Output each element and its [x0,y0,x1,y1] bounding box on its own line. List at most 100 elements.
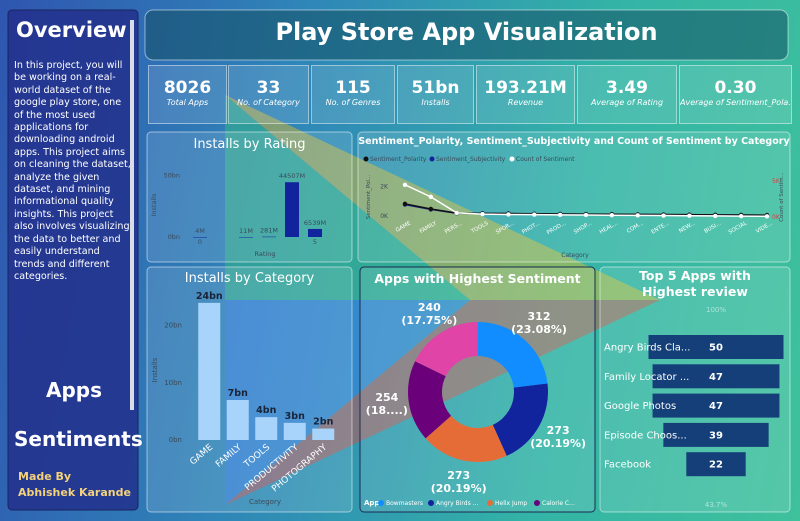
category-label: Family Locator ... [604,372,689,383]
kpi-label: Revenue [507,98,544,107]
point [635,213,640,218]
legend-label: Calorie C... [542,500,575,507]
y-tick-label: 20bn [164,322,182,330]
kpi-value: 33 [256,78,281,98]
legend-swatch [428,500,434,506]
legend-swatch [429,156,435,162]
y-tick-label: 0bn [169,436,182,444]
credit-label: Made By [18,470,72,483]
funnel-bar [648,335,784,359]
data-label: 11M [239,227,253,235]
legend-label: Sentiment_Subjectivity [436,156,506,163]
funnel-bar [652,364,780,389]
chart-title: Installs by Rating [193,137,306,152]
legend-title: App [364,499,379,507]
kpi-value: 8026 [163,78,212,98]
data-label: 240 (17.75%) [401,300,458,327]
funnel-bar [652,393,780,418]
x-tick-label: 5 [313,238,317,246]
panel [599,266,791,513]
kpi-value: 115 [335,78,371,98]
chart-title: Top 5 Apps with Highest review [639,268,751,299]
header [144,9,789,61]
point [687,213,692,218]
legend-swatch [378,500,384,506]
kpi-card: 115 No. of Genres [311,65,395,124]
funnel-top-label: 100% [706,306,726,314]
kpi-card: 0.30 Average of Sentiment_Pola... [679,65,792,124]
point [480,211,485,217]
slice [415,322,478,377]
point [532,212,537,217]
data-label: 2bn [313,417,333,428]
chart-title: Installs by Category [184,271,315,286]
panel [146,266,353,513]
y-tick-label: 10bn [164,379,182,387]
bar [193,236,207,238]
credit-name: Abhishek Karande [18,486,131,499]
data-label: 281M [260,227,278,235]
y2-tick-label: 0K [772,214,781,221]
data-label: 273 (20.19%) [530,424,587,451]
data-label: 273 (20.19%) [430,468,487,495]
legend-swatch [487,500,493,506]
kpi-label: Average of Sentiment_Pola... [680,98,791,107]
point [402,182,408,188]
data-label: 4M [195,227,205,235]
point [454,210,459,216]
legend-label: Sentiment_Polarity [370,156,427,163]
category-label: Facebook [604,460,651,471]
legend-label: Helix Jump [495,500,527,507]
bar [239,236,253,238]
data-label: 47 [709,401,723,412]
bar [283,422,306,440]
chart-title: Sentiment_Polarity, Sentiment_Subjectivi… [358,136,790,147]
bar [308,228,322,237]
y-tick-label: 0bn [168,233,180,241]
funnel-bar [663,422,769,447]
kpi-card: 51bn Installs [397,65,474,124]
sidebar-heading: Sentiments [14,427,143,451]
kpi-label: No. of Genres [325,98,381,107]
sidebar-description: In this project, you will be working on … [14,60,131,282]
y-axis-title: Installs [150,193,158,217]
point [713,213,718,219]
bar [198,302,221,440]
bar [226,400,249,440]
funnel-bottom-label: 43.7% [705,501,728,509]
point [764,214,770,219]
data-label: 44507M [279,172,305,180]
scrollbar [130,20,134,410]
panel [146,131,353,263]
x-axis-title: Category [561,252,589,259]
legend-swatch [534,500,540,506]
point [583,212,589,218]
funnel-bar [686,452,746,477]
y2-tick-label: 5K [772,178,781,185]
data-label: 39 [709,430,723,441]
data-label: 3bn [285,411,305,422]
point [428,206,434,212]
legend-swatch [363,156,369,162]
x-tick-label: 0 [198,238,202,246]
y2-axis-title: Count of Sentim... [779,172,785,222]
point [557,212,563,218]
legend-swatch [509,156,515,162]
kpi-card: 8026 Total Apps [148,65,227,124]
point [506,212,511,217]
y-tick-label: 50bn [163,171,180,179]
kpi-value: 193.21M [484,78,567,98]
data-label: 6539M [304,219,326,227]
data-label: 50 [709,343,723,354]
kpi-card: 33 No. of Category [228,65,309,124]
data-label: 47 [709,372,723,383]
kpi-label: No. of Category [237,98,300,107]
page-title: Play Store App Visualization [275,18,658,46]
point [428,194,434,200]
slice [492,383,548,456]
x-axis-title: Rating [255,250,276,258]
slice [478,322,548,388]
bar [312,428,335,440]
